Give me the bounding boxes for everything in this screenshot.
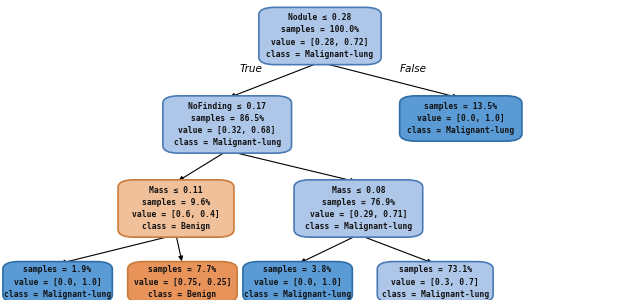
Text: samples = 7.7%
value = [0.75, 0.25]
class = Benign: samples = 7.7% value = [0.75, 0.25] clas… <box>134 265 231 298</box>
FancyBboxPatch shape <box>118 180 234 237</box>
Text: samples = 73.1%
value = [0.3, 0.7]
class = Malignant-lung: samples = 73.1% value = [0.3, 0.7] class… <box>381 265 489 298</box>
Text: NoFinding ≤ 0.17
samples = 86.5%
value = [0.32, 0.68]
class = Malignant-lung: NoFinding ≤ 0.17 samples = 86.5% value =… <box>173 102 281 147</box>
FancyBboxPatch shape <box>294 180 423 237</box>
Text: False: False <box>399 64 426 74</box>
FancyBboxPatch shape <box>127 262 237 300</box>
FancyBboxPatch shape <box>259 7 381 64</box>
Text: samples = 13.5%
value = [0.0, 1.0]
class = Malignant-lung: samples = 13.5% value = [0.0, 1.0] class… <box>407 102 515 135</box>
FancyBboxPatch shape <box>163 96 292 153</box>
Text: Mass ≤ 0.08
samples = 76.9%
value = [0.29, 0.71]
class = Malignant-lung: Mass ≤ 0.08 samples = 76.9% value = [0.2… <box>305 186 412 231</box>
FancyBboxPatch shape <box>243 262 352 300</box>
Text: samples = 1.9%
value = [0.0, 1.0]
class = Malignant-lung: samples = 1.9% value = [0.0, 1.0] class … <box>4 265 111 298</box>
FancyBboxPatch shape <box>399 96 522 141</box>
Text: Nodule ≤ 0.28
samples = 100.0%
value = [0.28, 0.72]
class = Malignant-lung: Nodule ≤ 0.28 samples = 100.0% value = [… <box>266 13 374 59</box>
FancyBboxPatch shape <box>3 262 113 300</box>
Text: samples = 3.8%
value = [0.0, 1.0]
class = Malignant-lung: samples = 3.8% value = [0.0, 1.0] class … <box>244 265 351 298</box>
Text: Mass ≤ 0.11
samples = 9.6%
value = [0.6, 0.4]
class = Benign: Mass ≤ 0.11 samples = 9.6% value = [0.6,… <box>132 186 220 231</box>
FancyBboxPatch shape <box>378 262 493 300</box>
Text: True: True <box>240 64 262 74</box>
